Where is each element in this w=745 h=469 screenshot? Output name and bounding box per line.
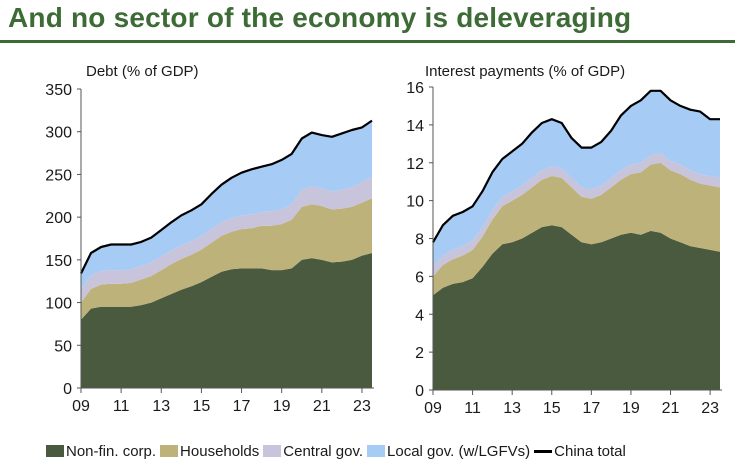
debt-chart: Debt (% of GDP) 0 50 100 150 200 250 300 350 09 1… bbox=[45, 63, 374, 415]
interest-ytick-label: 8 bbox=[415, 232, 424, 249]
debt-ytick-label: 0 bbox=[63, 381, 72, 398]
legend-item-households: Households bbox=[160, 443, 259, 460]
debt-ytick-label: 350 bbox=[45, 82, 72, 99]
interest-ytick-label: 2 bbox=[415, 345, 424, 362]
debt-ytick-label: 150 bbox=[45, 253, 72, 270]
interest-xtick-label: 23 bbox=[701, 400, 719, 417]
legend-label-local: Local gov. (w/LGFVs) bbox=[387, 442, 531, 460]
legend-item-central: Central gov. bbox=[263, 443, 363, 460]
interest-chart-areas bbox=[432, 89, 720, 390]
debt-chart-axes: 0 50 100 150 200 250 300 350 09 11 13 15 17 19 21 23 bbox=[45, 82, 374, 415]
interest-ytick-label: 4 bbox=[415, 307, 424, 324]
legend-item-nonfin: Non-fin. corp. bbox=[46, 443, 156, 460]
legend-swatch-central bbox=[263, 445, 282, 457]
legend-swatch-total bbox=[534, 449, 553, 453]
interest-area-local bbox=[433, 90, 720, 267]
debt-xtick-label: 23 bbox=[353, 398, 371, 415]
interest-xtick-label: 15 bbox=[543, 400, 561, 417]
debt-ytick-label: 100 bbox=[45, 296, 72, 313]
interest-chart-title: Interest payments (% of GDP) bbox=[425, 63, 625, 80]
legend-swatch-nonfin bbox=[46, 445, 64, 457]
interest-area-house bbox=[433, 162, 720, 296]
interest-area-central bbox=[433, 153, 720, 277]
debt-ytick-label: 250 bbox=[45, 167, 72, 184]
interest-xtick-label: 13 bbox=[503, 400, 521, 417]
interest-area-nonfin bbox=[433, 225, 720, 390]
debt-ytick-label: 300 bbox=[45, 125, 72, 142]
debt-ytick-label: 50 bbox=[54, 338, 72, 355]
title-rule bbox=[0, 40, 735, 43]
legend-label-households: Households bbox=[180, 442, 260, 460]
legend-swatch-households bbox=[160, 445, 179, 457]
interest-xtick-label: 19 bbox=[622, 400, 640, 417]
legend-item-total: China total bbox=[534, 443, 626, 460]
debt-area-central bbox=[81, 177, 372, 303]
legend-swatch-local bbox=[367, 445, 386, 457]
interest-total-line bbox=[432, 89, 720, 243]
debt-xtick-label: 15 bbox=[193, 398, 211, 415]
legend-label-nonfin: Non-fin. corp. bbox=[66, 442, 157, 460]
debt-xtick-label: 09 bbox=[72, 398, 90, 415]
debt-xtick-label: 17 bbox=[233, 398, 251, 415]
debt-xtick-label: 13 bbox=[152, 398, 170, 415]
debt-xtick-label: 19 bbox=[273, 398, 291, 415]
debt-area-nonfin bbox=[81, 253, 372, 388]
interest-xtick-label: 09 bbox=[424, 400, 442, 417]
debt-total-line bbox=[80, 119, 373, 274]
debt-chart-areas bbox=[80, 119, 373, 388]
debt-area-local bbox=[81, 120, 372, 289]
debt-xtick-label: 21 bbox=[313, 398, 331, 415]
interest-ytick-label: 0 bbox=[415, 383, 424, 400]
interest-xtick-label: 21 bbox=[662, 400, 680, 417]
interest-xtick-label: 17 bbox=[582, 400, 600, 417]
debt-xtick-label: 11 bbox=[113, 398, 130, 415]
interest-ytick-label: 10 bbox=[406, 194, 424, 211]
interest-xtick-label: 11 bbox=[464, 400, 481, 417]
legend-label-central: Central gov. bbox=[283, 442, 364, 460]
legend-label-total: China total bbox=[554, 442, 626, 460]
interest-ytick-label: 6 bbox=[415, 269, 424, 286]
debt-ytick-label: 200 bbox=[45, 210, 72, 227]
debt-chart-title: Debt (% of GDP) bbox=[86, 63, 199, 80]
legend: Non-fin. corp. Households Central gov. L… bbox=[46, 440, 630, 462]
page-title: And no sector of the economy is delevera… bbox=[8, 2, 632, 33]
debt-area-house bbox=[81, 198, 372, 320]
interest-ytick-label: 12 bbox=[406, 156, 424, 173]
interest-ytick-label: 14 bbox=[406, 118, 424, 135]
interest-chart-axes: 0 2 4 6 8 10 12 14 16 09 11 13 15 17 19 21 23 bbox=[406, 80, 722, 417]
interest-ytick-label: 16 bbox=[406, 80, 424, 97]
legend-item-local: Local gov. (w/LGFVs) bbox=[367, 443, 530, 460]
interest-chart: Interest payments (% of GDP) 0 2 4 6 8 10 12 14… bbox=[406, 63, 722, 417]
